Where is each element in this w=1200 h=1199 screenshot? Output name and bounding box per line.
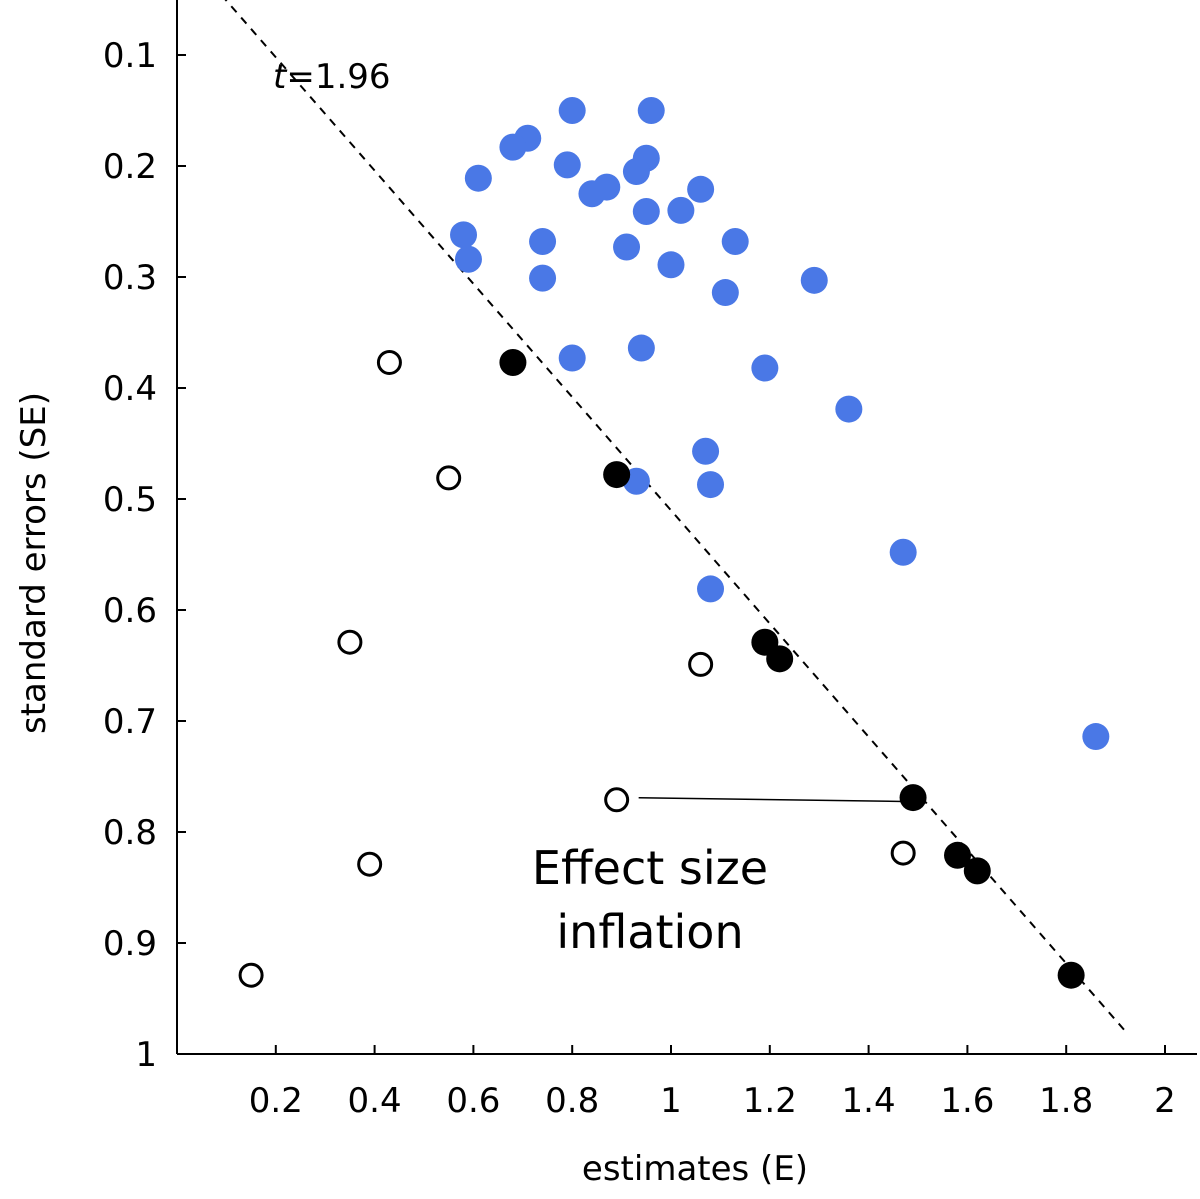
open-point [337, 629, 363, 655]
data-points [238, 97, 1110, 989]
open-point [436, 465, 462, 491]
black-point [603, 461, 631, 489]
blue-point [529, 264, 557, 292]
black-point [766, 645, 794, 673]
blue-point [553, 151, 581, 179]
open-point [890, 840, 916, 866]
blue-point [751, 354, 779, 382]
blue-point [499, 133, 527, 161]
y-tick-label: 0.3 [103, 258, 157, 298]
blue-point [622, 158, 650, 186]
y-tick-label: 0.4 [103, 369, 157, 409]
axes: 0.2 0.4 0.6 0.8 1 1.2 1.4 1.6 1.8 2 0.1 0.2 0.3 0.4 0.… [14, 0, 1197, 1189]
blue-point [800, 266, 828, 294]
blue-point [889, 538, 917, 566]
x-tick-label: 0.6 [446, 1081, 500, 1121]
black-point [499, 348, 527, 376]
blue-point [721, 227, 749, 255]
x-axis-label: estimates (E) [582, 1149, 808, 1189]
y-axis-label: standard errors (SE) [14, 392, 54, 734]
y-tick-label: 0.7 [103, 702, 157, 742]
blue-point [558, 344, 586, 372]
y-tick-label: 0.6 [103, 591, 157, 631]
y-tick-label: 0.2 [103, 147, 157, 187]
x-tick-label: 1 [660, 1081, 682, 1121]
annotation: Effect size inflation [532, 796, 921, 959]
blue-point [558, 97, 586, 124]
x-tick-label: 2 [1154, 1081, 1176, 1121]
blue-point [687, 175, 715, 203]
blue-point [454, 245, 482, 273]
x-tick-label: 1.8 [1039, 1081, 1093, 1121]
y-tick-label: 0.5 [103, 480, 157, 520]
x-tick-label: 1.4 [842, 1081, 896, 1121]
blue-point [613, 233, 641, 261]
annotation-text-line2: inflation [556, 905, 743, 959]
black-point [899, 784, 927, 812]
blue-point [529, 227, 557, 255]
threshold-line: t=1.96 [224, 0, 1127, 1033]
blue-point [450, 221, 478, 249]
annotation-text-line1: Effect size [532, 841, 768, 895]
y-tick-label: 1 [135, 1035, 157, 1075]
annotation-arrow [638, 796, 921, 807]
open-point [376, 349, 402, 375]
blue-point [697, 471, 725, 499]
y-tick-label: 0.1 [103, 36, 157, 76]
black-point [963, 857, 991, 885]
x-tick-label: 0.2 [249, 1081, 303, 1121]
black-point [944, 841, 972, 869]
blue-point [835, 395, 863, 423]
blue-point [711, 279, 739, 307]
blue-point [692, 437, 720, 465]
blue-point [637, 97, 665, 124]
open-point [357, 851, 383, 877]
blue-point [632, 198, 660, 226]
x-tick-label: 0.8 [545, 1081, 599, 1121]
blue-point [464, 164, 492, 192]
x-tick-label: 1.6 [940, 1081, 994, 1121]
open-point [238, 962, 264, 988]
blue-point [627, 334, 655, 362]
blue-point [1082, 723, 1110, 751]
threshold-label: t=1.96 [273, 57, 391, 97]
open-point [688, 651, 714, 677]
blue-point [667, 196, 695, 224]
blue-point [578, 180, 606, 208]
open-point [604, 787, 630, 813]
threshold-dashed-line [224, 0, 1127, 1033]
y-tick-label: 0.9 [103, 924, 157, 964]
blue-point [697, 575, 725, 603]
blue-point [657, 251, 685, 279]
y-tick-label: 0.8 [103, 813, 157, 853]
x-tick-label: 0.4 [348, 1081, 402, 1121]
x-tick-label: 1.2 [743, 1081, 797, 1121]
black-point [1057, 961, 1085, 989]
